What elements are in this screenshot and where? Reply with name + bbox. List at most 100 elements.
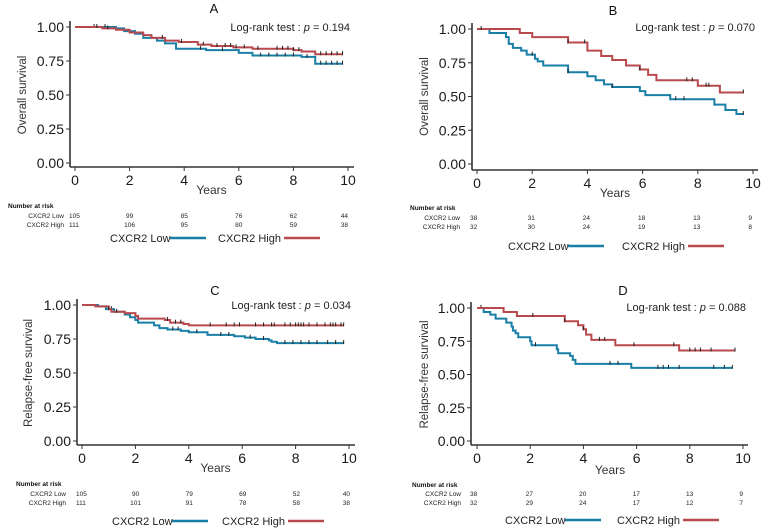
x-tick-label: 6 (238, 450, 246, 466)
x-tick-label: 4 (580, 450, 588, 466)
y-tick-label: 0.75 (37, 53, 64, 69)
risk-value: 9 (748, 215, 752, 222)
risk-value: 80 (235, 222, 243, 229)
risk-value: 111 (69, 222, 79, 229)
x-axis-label: Years (196, 183, 226, 197)
p-value: = 0.034 (311, 300, 351, 312)
x-tick-label: 4 (185, 450, 193, 466)
y-tick-label: 0.50 (438, 367, 465, 383)
logrank-annotation: Log-rank test : p = 0.088 (626, 302, 746, 314)
y-tick-label: 1.00 (37, 19, 64, 35)
x-tick-label: 2 (528, 175, 536, 191)
x-axis-label: Years (595, 463, 625, 477)
y-tick-label: 0.00 (439, 156, 466, 172)
x-tick-label: 0 (473, 450, 481, 466)
logrank-label: Log-rank test : (230, 22, 303, 34)
x-tick-label: 6 (235, 172, 243, 188)
risk-value: 85 (181, 213, 189, 220)
y-tick-label: 0.75 (438, 333, 465, 349)
risk-value: 17 (633, 500, 641, 507)
y-axis-label: Overall survival (419, 57, 431, 136)
risk-value: 8 (748, 224, 752, 231)
y-axis-label: Relapse-free survival (419, 320, 431, 428)
legend-label-high: CXCR2 High (617, 515, 680, 527)
risk-value: 17 (633, 491, 641, 498)
risk-value: 105 (76, 491, 87, 498)
y-tick-label: 0.75 (44, 331, 71, 347)
y-tick-label: 0.50 (37, 87, 64, 103)
risk-value: 24 (579, 500, 587, 507)
risk-value: 79 (186, 491, 194, 498)
p-value: = 0.194 (310, 22, 350, 34)
risk-value: 44 (341, 213, 349, 220)
km-curve-high (477, 28, 744, 94)
risk-row-label: CXCR2 Low (28, 213, 64, 220)
p-symbol: p (304, 300, 311, 312)
y-tick-label: 0.50 (439, 89, 466, 105)
logrank-annotation: Log-rank test : p = 0.034 (231, 300, 351, 312)
logrank-label: Log-rank test : (626, 302, 699, 314)
x-tick-label: 10 (745, 175, 761, 191)
risk-value: 9 (739, 491, 743, 498)
risk-row-label: CXCR2 Low (424, 215, 460, 222)
p-symbol: p (699, 302, 706, 314)
legend: CXCR2 Low CXCR2 High (505, 515, 719, 527)
risk-value: 95 (181, 222, 189, 229)
y-axis-label: Overall survival (17, 56, 29, 135)
risk-value: 19 (638, 224, 646, 231)
risk-row-label: CXCR2 High (29, 500, 67, 507)
risk-value: 13 (686, 491, 694, 498)
y-axis-label: Relapse-free survival (23, 319, 35, 427)
legend: CXCR2 Low CXCR2 High (110, 233, 320, 245)
risk-value: 38 (341, 222, 349, 229)
logrank-annotation: Log-rank test : p = 0.194 (230, 22, 350, 34)
panel-d: D0.000.250.500.751.000 2 4 6 8 10Relapse-free… (412, 283, 751, 527)
y-tick-label: 1.00 (44, 297, 71, 313)
y-tick-label: 0.00 (37, 155, 64, 171)
km-curve-low (477, 28, 744, 116)
x-axis-label: Years (200, 461, 230, 475)
risk-value: 32 (470, 224, 478, 231)
panel-title: D (618, 283, 627, 298)
x-tick-label: 2 (526, 450, 534, 466)
risk-value: 38 (470, 215, 478, 222)
p-symbol: p (303, 22, 310, 34)
x-tick-label: 8 (686, 450, 694, 466)
risk-row-label: CXCR2 High (424, 500, 462, 507)
p-symbol: p (708, 22, 715, 34)
km-curve-low (477, 307, 733, 369)
risk-row-label: CXCR2 High (423, 224, 461, 231)
risk-table-header: Number at risk (412, 482, 458, 489)
x-tick-label: 8 (290, 172, 298, 188)
risk-value: 18 (638, 215, 646, 222)
risk-table-header: Number at risk (8, 203, 54, 210)
legend-label-low: CXCR2 Low (505, 515, 566, 527)
risk-value: 62 (290, 213, 298, 220)
risk-value: 76 (235, 213, 243, 220)
x-tick-label: 0 (78, 450, 86, 466)
p-value: = 0.088 (706, 302, 746, 314)
risk-value: 111 (76, 500, 86, 507)
risk-table-header: Number at risk (410, 205, 456, 212)
legend-label-low: CXCR2 Low (508, 241, 569, 253)
risk-row-label: CXCR2 Low (425, 491, 461, 498)
risk-row-label: CXCR2 High (27, 222, 65, 229)
risk-value: 99 (126, 213, 134, 220)
panel-c: C 0.00 0.25 0.50 0.75 1.00 0 2 4 6 8 10 Relapse-free… (16, 283, 357, 528)
risk-value: 106 (124, 222, 135, 229)
y-tick-label: 0.25 (37, 121, 64, 137)
risk-value: 29 (526, 500, 534, 507)
panel-title: A (210, 1, 219, 16)
risk-value: 12 (686, 500, 694, 507)
x-tick-label: 0 (473, 175, 481, 191)
risk-table-header: Number at risk (16, 481, 62, 488)
risk-value: 105 (69, 213, 80, 220)
x-tick-label: 2 (126, 172, 134, 188)
risk-value: 91 (186, 500, 194, 507)
legend: CXCR2 Low CXCR2 High (112, 516, 324, 528)
y-tick-label: 0.00 (44, 433, 71, 449)
risk-value: 78 (239, 500, 247, 507)
y-tick-label: 0.25 (438, 400, 465, 416)
risk-value: 30 (528, 224, 536, 231)
